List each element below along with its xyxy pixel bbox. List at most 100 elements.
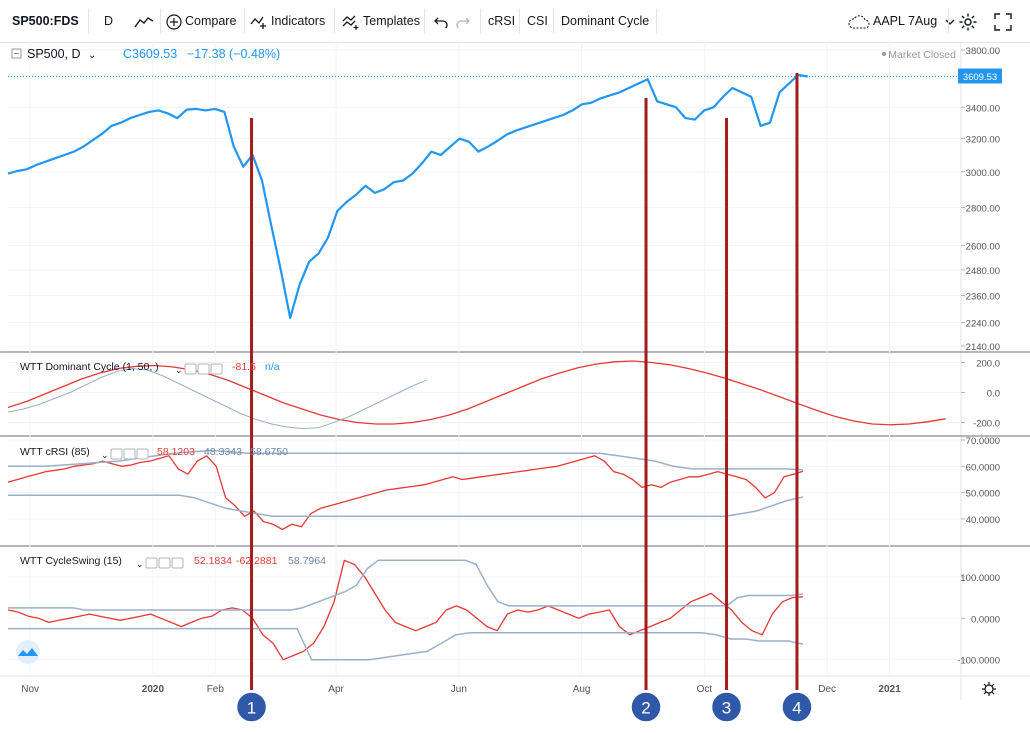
event-marker-badge-4 <box>781 691 813 723</box>
dominant-cycle-value-1: -81.5 <box>232 361 256 373</box>
y-tick-label: 3000.00 <box>966 168 1000 179</box>
market-status-dot <box>882 52 886 56</box>
study-csi-button[interactable]: CSI <box>527 14 548 28</box>
study-crsi-button[interactable]: cRSI <box>488 14 516 28</box>
templates-icon <box>342 15 359 30</box>
toolbar-divider <box>160 9 161 33</box>
toolbar-divider <box>553 9 554 33</box>
study-chevron-icon[interactable]: ⌄ <box>175 365 183 375</box>
study-visibility-button[interactable] <box>110 448 123 460</box>
study-settings-button[interactable] <box>197 363 210 375</box>
y-tick-label: 2800.00 <box>966 203 1000 214</box>
study-dominant-cycle-button[interactable]: Dominant Cycle <box>561 14 650 28</box>
legend-symbol[interactable]: SP500, D <box>27 47 81 61</box>
study-remove-button[interactable] <box>210 363 223 375</box>
study-settings-button[interactable] <box>123 448 136 460</box>
cycleswing-title[interactable]: WTT CycleSwing (15) <box>20 555 122 567</box>
study-remove-button[interactable] <box>171 557 184 569</box>
study3-series-1 <box>8 559 804 611</box>
y-tick-label: 100.0000 <box>960 573 1000 584</box>
last-price-label: 3609.53 <box>963 72 997 83</box>
study-visibility-button[interactable] <box>184 363 197 375</box>
crsi-value-1: 58.1203 <box>157 446 195 458</box>
symbol-search[interactable]: SP500:FDS <box>12 14 79 28</box>
y-tick-label: 0.0 <box>987 389 1000 400</box>
legend-buttons: ⌄ ⌄ ⌄ <box>101 363 223 569</box>
study2-series-2 <box>8 494 804 518</box>
toolbar-divider <box>656 9 657 33</box>
pane-frames <box>0 42 1030 700</box>
crsi-title[interactable]: WTT cRSI (85) <box>20 446 90 458</box>
chart-style-button[interactable] <box>134 0 157 42</box>
indicators-icon <box>250 16 266 29</box>
y-tick-label: 70.0000 <box>966 436 1000 447</box>
study-visibility-button[interactable] <box>145 557 158 569</box>
event-markers: 1 2 3 4 <box>235 73 813 723</box>
x-tick-label: Aug <box>573 684 591 695</box>
y-tick-label: 2480.00 <box>966 266 1000 277</box>
gear-icon <box>959 13 977 31</box>
fullscreen-icon <box>994 13 1012 31</box>
dominant-cycle-legend: WTT Dominant Cycle (1, 50, ) -81.5 n/a <box>20 361 280 373</box>
top-toolbar: SP500:FDS D Compare Indicators Templates… <box>0 0 1030 43</box>
market-status: Market Closed <box>888 49 956 61</box>
axis-settings-button[interactable] <box>982 682 996 696</box>
toolbar-divider <box>424 9 425 33</box>
study-chevron-icon[interactable]: ⌄ <box>101 450 109 460</box>
cloud-icon <box>848 15 870 29</box>
compare-button[interactable]: Compare <box>166 0 236 42</box>
axis-gear-teeth <box>982 682 996 696</box>
y-tick-label: 200.0 <box>976 359 1000 370</box>
axis-gear-icon <box>984 684 994 694</box>
layout-name: AAPL 7Aug <box>873 14 938 28</box>
study1-series-0 <box>7 360 946 426</box>
toolbar-divider <box>334 9 335 33</box>
watermark-logo <box>16 640 40 664</box>
study2-series-0 <box>7 455 804 531</box>
event-marker-badge-1 <box>235 691 268 723</box>
x-tick-label: Nov <box>21 684 39 695</box>
study-chevron-icon[interactable]: ⌄ <box>136 559 144 569</box>
x-tick-label: 2021 <box>878 684 901 695</box>
event-marker-label-1: 1 <box>247 699 256 718</box>
layout-save-button[interactable]: AAPL 7Aug <box>848 0 958 42</box>
event-marker-label-3: 3 <box>722 699 731 718</box>
dominant-cycle-title[interactable]: WTT Dominant Cycle (1, 50, ) <box>20 361 159 373</box>
indicators-button[interactable]: Indicators <box>250 0 325 42</box>
event-marker-badge-2 <box>630 691 662 723</box>
price-series-0 <box>7 73 808 319</box>
y-tick-label: 3400.00 <box>966 103 1000 114</box>
grid <box>8 42 960 676</box>
cycleswing-value-2: -62.2881 <box>236 555 278 567</box>
x-tick-label: Dec <box>818 684 836 695</box>
study1-series-1 <box>7 368 428 429</box>
templates-button[interactable]: Templates <box>342 0 420 42</box>
y-tick-label: 3800.00 <box>966 46 1000 57</box>
y-tick-label: 2360.00 <box>966 292 1000 303</box>
legend-close: C3609.53 <box>123 47 177 61</box>
legend-change: −17.38 (−0.48%) <box>187 47 280 61</box>
logo-mountains <box>18 648 38 656</box>
logo-circle <box>16 640 40 664</box>
study3-series-0 <box>7 559 803 661</box>
settings-button[interactable] <box>958 0 981 42</box>
crsi-legend: WTT cRSI (85) 58.1203 48.3343 58.6750 <box>20 446 288 458</box>
legend-chevron[interactable]: ⌄ <box>88 50 96 61</box>
interval-button[interactable]: D <box>104 14 114 28</box>
study-settings-button[interactable] <box>158 557 171 569</box>
crsi-value-2: 48.3343 <box>204 446 242 458</box>
cycleswing-value-1: 52.1834 <box>194 555 232 567</box>
x-axis: Nov 2020 Feb Apr Jun Aug Oct Dec 2021 <box>21 684 901 695</box>
y-tick-label: 50.0000 <box>966 489 1000 500</box>
study-remove-button[interactable] <box>136 448 149 460</box>
x-tick-label: 2020 <box>142 684 165 695</box>
collapse-toggle[interactable] <box>11 48 22 59</box>
main-legend: SP500, D ⌄ C3609.53 −17.38 (−0.48%) Mark… <box>11 47 956 61</box>
study3-series-2 <box>8 627 804 661</box>
redo-button[interactable] <box>456 0 473 42</box>
fullscreen-button[interactable] <box>994 0 1015 42</box>
y-tick-label: 2240.00 <box>966 318 1000 329</box>
cycleswing-value-3: 58.7964 <box>288 555 326 567</box>
undo-button[interactable] <box>434 0 451 42</box>
